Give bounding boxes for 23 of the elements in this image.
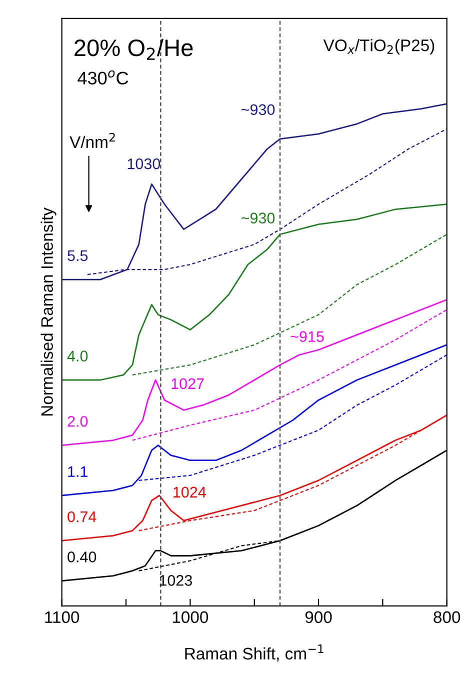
annotation: 1023 [160, 575, 192, 586]
annotation: ~915 [290, 331, 324, 342]
text: 20% O$_{2}$/He [74, 38, 193, 60]
series-label: 2.0 [68, 416, 88, 427]
text: VO$_{x}$/TiO$_{2}$(P25) [323, 39, 434, 55]
series-label: 1.1 [68, 466, 88, 477]
y-axis-title: Normalised Raman Intensity [40, 208, 56, 416]
annotation: ~930 [242, 104, 275, 116]
series-label: 5.5 [68, 250, 88, 262]
annotation: ~930 [242, 212, 275, 224]
annotation: 1024 [174, 486, 206, 498]
annotation: 1027 [172, 378, 204, 390]
text: 430$^{o}$C [78, 70, 128, 84]
x-tick-label: 800 [434, 611, 460, 624]
series-label: 0.74 [68, 511, 96, 522]
annotation: V/nm$^{2}$ [70, 132, 115, 148]
x-axis-title: Raman Shift, cm$^{−1}$ [185, 644, 324, 662]
x-tick-label: 1000 [172, 611, 208, 624]
series-label: 4.0 [67, 350, 88, 362]
x-tick-label: 1100 [45, 611, 80, 624]
annotation: 1030 [128, 158, 160, 170]
series-label: 0.40 [68, 552, 96, 562]
x-tick-label: 900 [305, 611, 332, 624]
